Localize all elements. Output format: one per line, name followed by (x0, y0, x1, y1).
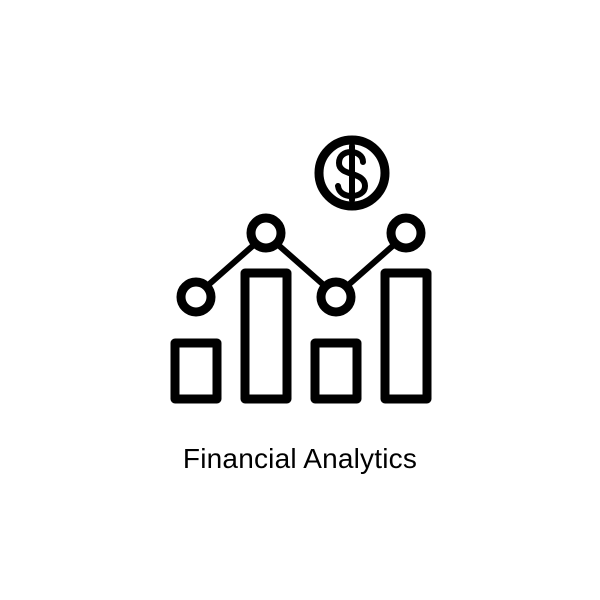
caption-text: Financial Analytics (183, 443, 417, 475)
financial-analytics-icon (140, 125, 460, 425)
trend-lines (206, 243, 396, 287)
figure-container: Financial Analytics (140, 125, 460, 475)
